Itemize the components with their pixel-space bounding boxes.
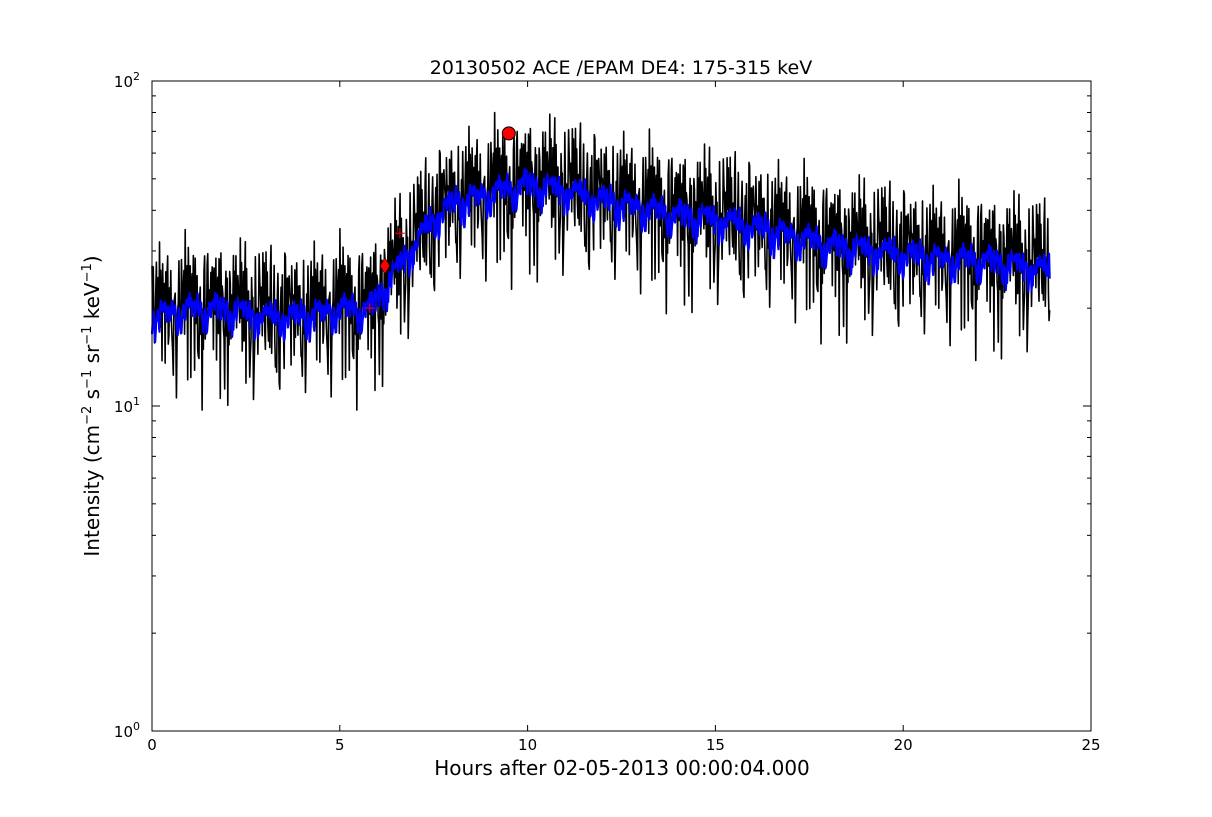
plot-area bbox=[150, 111, 1051, 411]
x-axis-label: Hours after 02-05-2013 00:00:04.000 bbox=[434, 756, 810, 780]
y-label-part2: s bbox=[80, 389, 104, 406]
fit-marker bbox=[394, 228, 405, 239]
y-tick-label: 100 bbox=[114, 720, 140, 741]
y-label-sup2: −1 bbox=[80, 370, 95, 389]
y-label-sup1: −2 bbox=[80, 406, 95, 425]
x-tick-label: 5 bbox=[335, 736, 345, 754]
x-tick-label: 10 bbox=[518, 736, 537, 754]
x-tick-label: 25 bbox=[1081, 736, 1100, 754]
y-label-part3: sr bbox=[80, 344, 104, 370]
y-label-sup3: −1 bbox=[80, 326, 95, 345]
x-tick-label: 0 bbox=[147, 736, 157, 754]
onset-marker bbox=[379, 257, 391, 275]
x-tick-label: 20 bbox=[894, 736, 913, 754]
y-tick-label: 102 bbox=[114, 70, 140, 91]
y-label-prefix: Intensity (cm bbox=[80, 425, 104, 557]
x-tick-label: 15 bbox=[706, 736, 725, 754]
y-label-part4: keV bbox=[80, 282, 104, 326]
marker-layer bbox=[364, 126, 516, 314]
y-tick-label: 101 bbox=[114, 395, 140, 416]
fit-marker bbox=[364, 303, 375, 314]
series-line-smoothed bbox=[150, 167, 1051, 344]
y-label-suffix: ) bbox=[80, 255, 104, 263]
y-label-sup4: −1 bbox=[80, 263, 95, 282]
peak-marker bbox=[501, 126, 516, 141]
y-axis-label: Intensity (cm−2 s−1 sr−1 keV−1) bbox=[80, 255, 104, 556]
tick-layer: 0 5 10 15 20 25 100 101 102 bbox=[114, 70, 1101, 754]
chart-title: 20130502 ACE /EPAM DE4: 175-315 keV bbox=[430, 57, 812, 79]
